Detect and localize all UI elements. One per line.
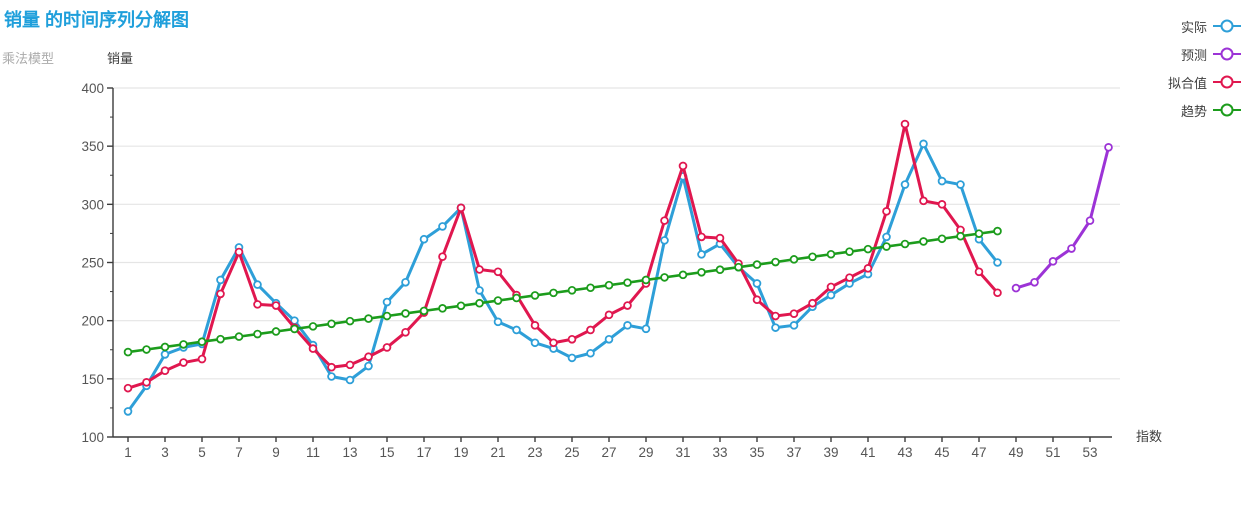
svg-text:43: 43: [897, 445, 912, 460]
svg-text:150: 150: [81, 372, 104, 387]
svg-text:1: 1: [124, 445, 132, 460]
legend-line-circle-icon: [1213, 75, 1241, 89]
svg-text:15: 15: [379, 445, 394, 460]
svg-text:45: 45: [934, 445, 949, 460]
svg-text:5: 5: [198, 445, 206, 460]
legend-line-circle-icon: [1213, 47, 1241, 61]
svg-text:100: 100: [81, 430, 104, 445]
svg-text:37: 37: [786, 445, 801, 460]
legend-line-circle-icon: [1213, 19, 1241, 33]
legend-item-forecast[interactable]: 预测: [1132, 40, 1242, 68]
legend-label: 实际: [1180, 19, 1207, 35]
svg-text:300: 300: [81, 197, 104, 212]
svg-text:39: 39: [823, 445, 838, 460]
legend-item-actual[interactable]: 实际: [1132, 12, 1242, 40]
svg-text:25: 25: [564, 445, 579, 460]
svg-text:27: 27: [601, 445, 616, 460]
svg-text:19: 19: [453, 445, 468, 460]
svg-text:47: 47: [971, 445, 986, 460]
legend-item-fitted[interactable]: 拟合值: [1132, 68, 1242, 96]
svg-text:49: 49: [1008, 445, 1023, 460]
page-title: 销量 的时间序列分解图: [4, 10, 189, 30]
svg-text:9: 9: [272, 445, 280, 460]
svg-text:13: 13: [342, 445, 357, 460]
svg-text:41: 41: [860, 445, 875, 460]
svg-text:31: 31: [675, 445, 690, 460]
svg-text:23: 23: [527, 445, 542, 460]
legend-item-trend[interactable]: 趋势: [1132, 96, 1242, 124]
legend-label: 拟合值: [1167, 75, 1207, 91]
svg-text:250: 250: [81, 256, 104, 271]
svg-text:400: 400: [81, 81, 104, 96]
y-axis-title: 销量: [107, 51, 134, 66]
model-subtitle: 乘法模型: [2, 51, 55, 66]
legend-label: 趋势: [1180, 103, 1207, 119]
svg-text:35: 35: [749, 445, 764, 460]
svg-text:11: 11: [306, 445, 320, 460]
legend-line-circle-icon: [1213, 103, 1241, 117]
svg-text:350: 350: [81, 139, 104, 154]
svg-text:33: 33: [712, 445, 727, 460]
x-axis-title: 指数: [1136, 429, 1163, 444]
svg-text:3: 3: [161, 445, 169, 460]
legend-label: 预测: [1180, 47, 1207, 63]
svg-text:17: 17: [416, 445, 431, 460]
svg-text:29: 29: [638, 445, 653, 460]
svg-text:51: 51: [1045, 445, 1060, 460]
svg-text:200: 200: [81, 314, 104, 329]
svg-text:53: 53: [1082, 445, 1097, 460]
svg-text:21: 21: [490, 445, 505, 460]
chart-legend: 实际 预测 拟合值 趋势: [1132, 12, 1242, 124]
svg-text:7: 7: [235, 445, 243, 460]
